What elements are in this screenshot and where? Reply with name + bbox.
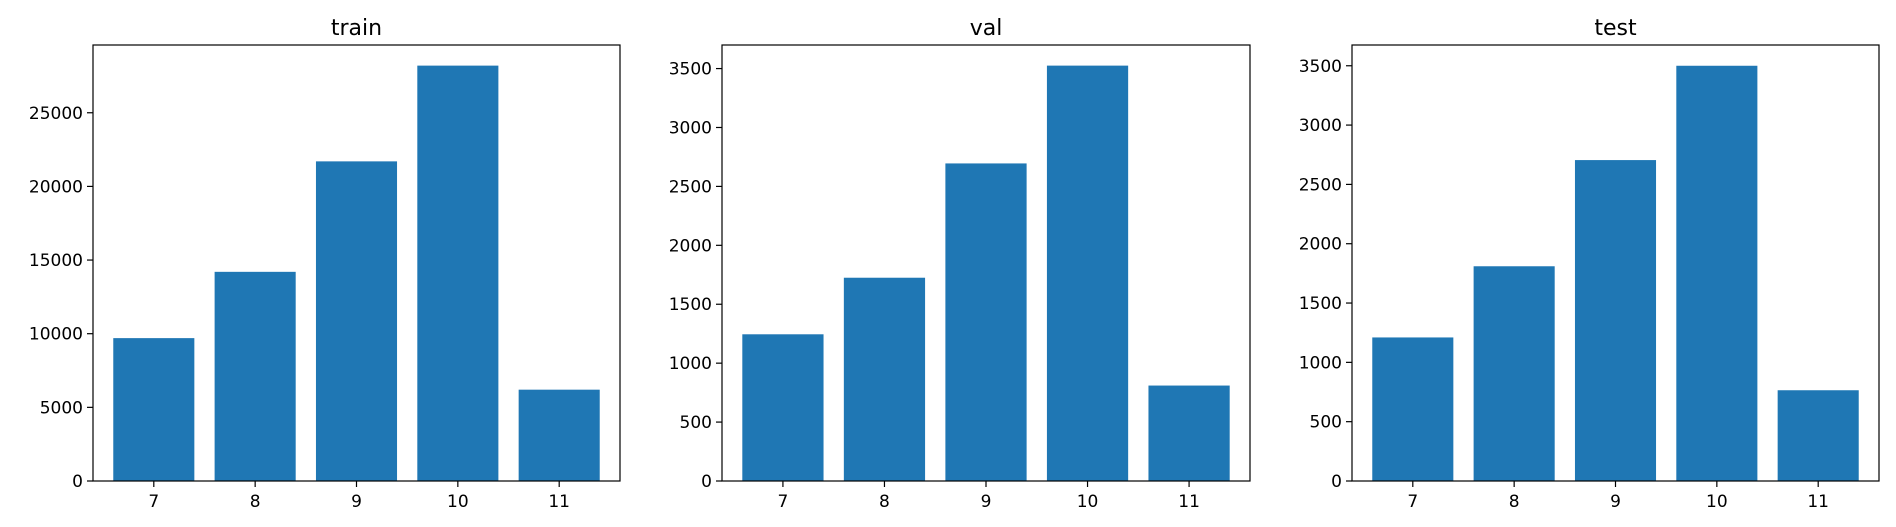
y-tick-label: 500 (680, 413, 712, 433)
x-tick-label: 8 (250, 492, 261, 512)
chart-title: test (1594, 16, 1637, 41)
x-tick-label: 11 (1807, 492, 1829, 512)
y-tick-label: 25000 (29, 104, 83, 124)
bar-test-11 (1777, 390, 1859, 481)
y-tick-label: 3000 (669, 118, 712, 138)
y-tick-label: 0 (701, 472, 712, 492)
x-tick-label: 9 (351, 492, 362, 512)
bar-train-11 (518, 389, 600, 481)
x-tick-label: 7 (148, 492, 159, 512)
y-tick-label: 1000 (1299, 353, 1342, 373)
y-tick-label: 5000 (40, 398, 83, 418)
y-tick-label: 2500 (1299, 175, 1342, 195)
x-tick-label: 7 (778, 492, 789, 512)
chart-title: val (970, 16, 1003, 41)
y-tick-label: 1000 (669, 354, 712, 374)
y-tick-label: 2500 (669, 177, 712, 197)
bar-val-11 (1148, 385, 1230, 481)
x-tick-label: 10 (1706, 492, 1728, 512)
x-tick-label: 9 (1610, 492, 1621, 512)
bar-test-9 (1574, 160, 1657, 482)
y-tick-label: 3000 (1299, 116, 1342, 136)
bar-train-8 (214, 271, 296, 481)
y-tick-label: 500 (1310, 413, 1342, 433)
x-tick-label: 11 (548, 492, 570, 512)
bar-train-9 (315, 161, 398, 481)
y-tick-label: 1500 (669, 295, 712, 315)
x-tick-label: 10 (1077, 492, 1099, 512)
x-tick-label: 8 (1509, 492, 1520, 512)
bar-val-10 (1046, 65, 1129, 482)
bar-test-7 (1372, 337, 1454, 481)
y-tick-label: 0 (72, 472, 83, 492)
y-tick-label: 2000 (669, 236, 712, 256)
bar-val-7 (742, 334, 824, 481)
x-tick-label: 10 (447, 492, 469, 512)
x-tick-label: 11 (1178, 492, 1200, 512)
bar-test-8 (1473, 266, 1555, 481)
subplot-val: 0 500 1000 1500 2000 2500 3000 3500 7 8 9 10 11 val (669, 16, 1251, 512)
y-tick-label: 1500 (1299, 294, 1342, 314)
bar-val-9 (945, 163, 1027, 481)
subplot-test: 0 500 1000 1500 2000 2500 3000 3500 7 8 9 10 11 test (1299, 16, 1880, 512)
y-tick-label: 2000 (1299, 235, 1342, 255)
x-tick-label: 9 (981, 492, 992, 512)
x-tick-label: 8 (879, 492, 890, 512)
bar-test-10 (1676, 65, 1758, 481)
bar-train-10 (417, 65, 499, 482)
y-tick-label: 20000 (29, 177, 83, 197)
bar-train-7 (113, 338, 195, 481)
bar-val-8 (843, 277, 926, 481)
y-tick-label: 10000 (29, 325, 83, 345)
y-tick-label: 15000 (29, 251, 83, 271)
y-tick-label: 0 (1331, 472, 1342, 492)
x-tick-label: 7 (1407, 492, 1418, 512)
subplot-train: 0 5000 10000 15000 20000 25000 7 8 9 10 11 train (29, 16, 621, 512)
y-tick-label: 3500 (1299, 57, 1342, 77)
chart-title: train (331, 16, 382, 41)
y-tick-label: 3500 (669, 60, 712, 80)
